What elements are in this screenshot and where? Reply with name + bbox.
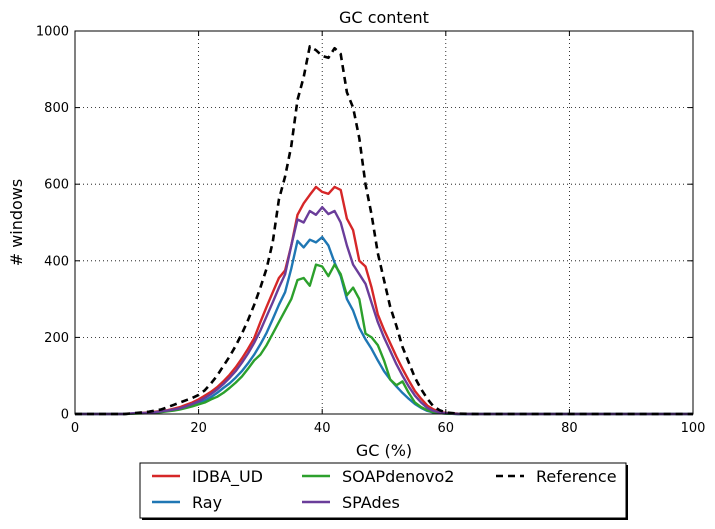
chart-title: GC content	[339, 8, 429, 27]
x-tick-label: 40	[314, 421, 331, 436]
x-tick-label: 20	[190, 421, 207, 436]
x-axis-title: GC (%)	[356, 441, 412, 460]
legend-box	[139, 462, 627, 519]
grid	[75, 31, 693, 414]
x-tick-label: 0	[71, 421, 79, 436]
legend: IDBA_UD Ray SOAPdenovo2 SPAdes Reference	[139, 462, 628, 520]
series-line-ray	[75, 235, 693, 416]
series-line-spades	[75, 205, 693, 416]
legend-label: IDBA_UD	[192, 467, 263, 487]
y-axis-title: # windows	[7, 179, 26, 267]
series-line-reference	[75, 44, 693, 416]
x-tick-label: 80	[561, 421, 578, 436]
legend-label: SPAdes	[342, 493, 400, 512]
plot-area-frame	[74, 30, 694, 415]
y-tick-label: 0	[61, 408, 69, 423]
legend-label: Reference	[536, 467, 617, 486]
x-tick-label: 100	[681, 421, 706, 436]
y-tick-label: 1000	[36, 25, 69, 40]
y-tick-label: 600	[44, 178, 69, 193]
series-line-idba-ud	[75, 185, 693, 416]
y-tick-label: 400	[44, 254, 69, 269]
y-tick-label: 200	[44, 331, 69, 346]
series-lines	[75, 44, 693, 416]
y-tick-label: 800	[44, 101, 69, 116]
legend-label: SOAPdenovo2	[342, 467, 454, 486]
legend-label: Ray	[192, 493, 222, 512]
x-tick-label: 60	[438, 421, 455, 436]
